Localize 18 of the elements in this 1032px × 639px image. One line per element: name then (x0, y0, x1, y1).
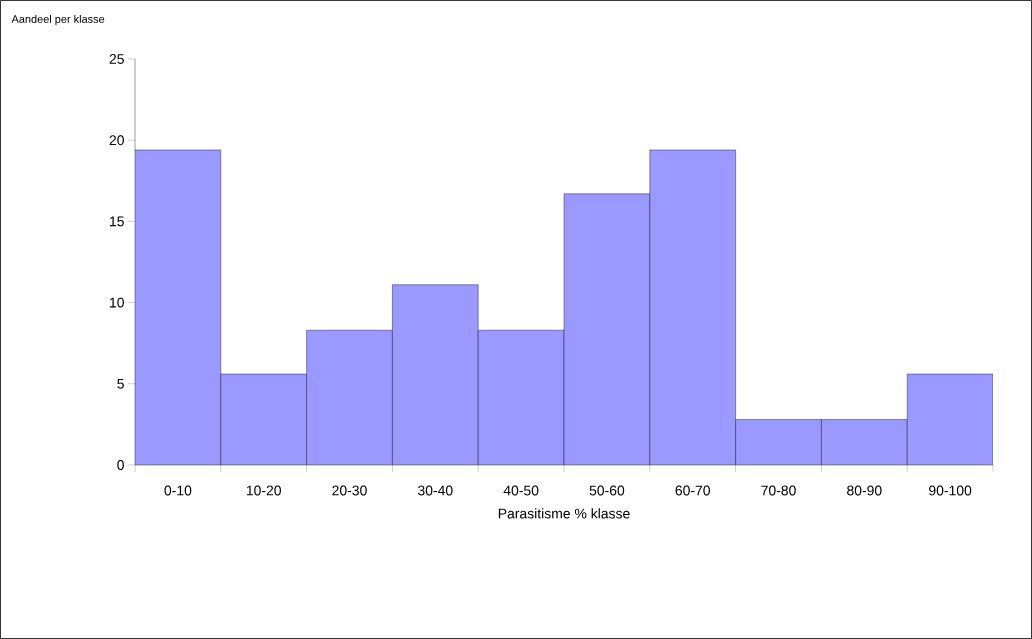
x-tick-label: 20-30 (332, 485, 367, 496)
y-tick-label: 15 (110, 216, 124, 227)
x-axis-title: Parasitisme % klasse (498, 508, 630, 519)
x-tick-label: 50-60 (589, 485, 625, 496)
y-tick-label: 0 (117, 460, 124, 470)
x-tick-label: 90-100 (929, 485, 972, 496)
x-tick-label: 70-80 (761, 485, 796, 496)
x-tick-label: 0-10 (164, 485, 192, 496)
y-tick-label: 10 (110, 297, 124, 308)
y-tick-label: 20 (109, 135, 124, 146)
x-tick-label: 80-90 (847, 485, 882, 496)
x-tick-label: 60-70 (675, 485, 710, 496)
x-tick-label: 30-40 (418, 485, 453, 496)
y-tick-label: 5 (117, 378, 124, 389)
x-tick-label: 40-50 (503, 485, 539, 496)
y-axis-title: Aandeel per klasse (11, 14, 105, 26)
x-tick-label: 10-20 (246, 485, 281, 496)
y-tick-label: 25 (109, 54, 124, 64)
